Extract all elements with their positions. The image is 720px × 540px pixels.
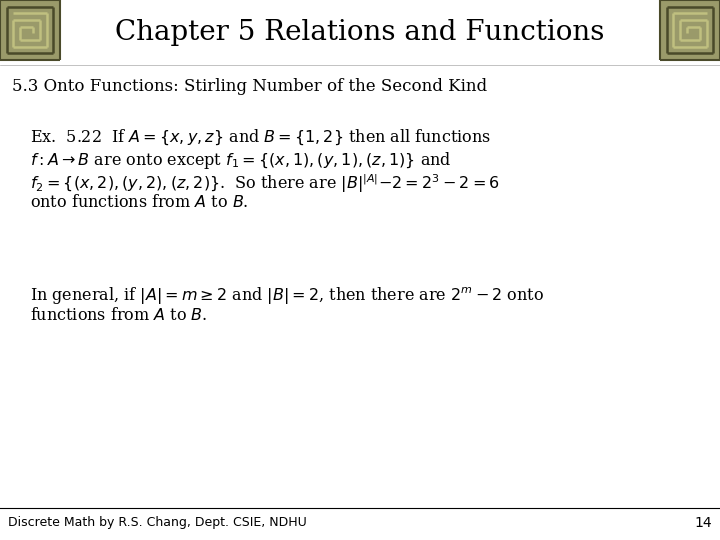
Text: $f_2 = \{(x,2),(y,2),(z,2)\}$.  So there are $|B|^{|A|}{-}2 = 2^3 - 2 = 6$: $f_2 = \{(x,2),(y,2),(z,2)\}$. So there … bbox=[30, 172, 500, 195]
Text: $f:A\rightarrow B$ are onto except $f_1 = \{(x,1),(y,1),(z,1)\}$ and: $f:A\rightarrow B$ are onto except $f_1 … bbox=[30, 150, 451, 171]
Text: Discrete Math by R.S. Chang, Dept. CSIE, NDHU: Discrete Math by R.S. Chang, Dept. CSIE,… bbox=[8, 516, 307, 529]
Text: functions from $A$ to $B$.: functions from $A$ to $B$. bbox=[30, 307, 207, 324]
Text: Chapter 5 Relations and Functions: Chapter 5 Relations and Functions bbox=[115, 19, 605, 46]
Text: 14: 14 bbox=[694, 516, 712, 530]
Bar bbox=[0, 0, 60, 60]
Text: Ex.  5.22  If $A = \{x,y,z\}$ and $B = \{1,2\}$ then all functions: Ex. 5.22 If $A = \{x,y,z\}$ and $B = \{1… bbox=[30, 128, 491, 147]
Text: 5.3 Onto Functions: Stirling Number of the Second Kind: 5.3 Onto Functions: Stirling Number of t… bbox=[12, 78, 487, 95]
Text: In general, if $|A|=m\geq 2$ and $|B|=2$, then there are $2^m - 2$ onto: In general, if $|A|=m\geq 2$ and $|B|=2$… bbox=[30, 285, 544, 306]
Text: onto functions from $A$ to $B$.: onto functions from $A$ to $B$. bbox=[30, 194, 248, 211]
Bar bbox=[660, 0, 720, 60]
